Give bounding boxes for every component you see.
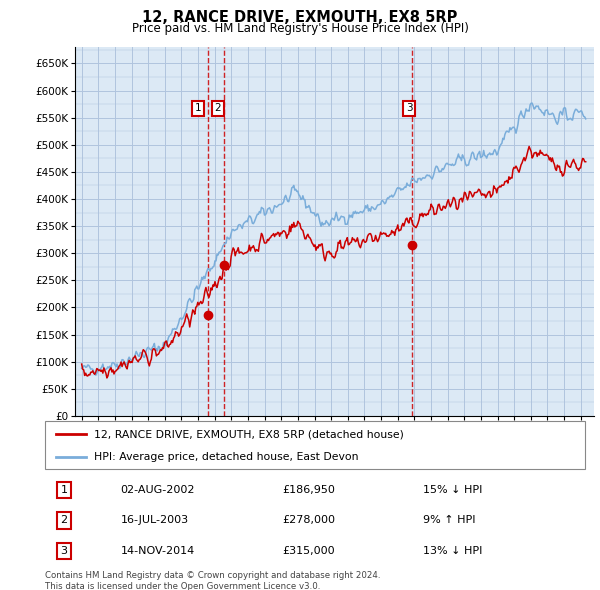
Text: 12, RANCE DRIVE, EXMOUTH, EX8 5RP (detached house): 12, RANCE DRIVE, EXMOUTH, EX8 5RP (detac… (94, 429, 403, 439)
Text: £186,950: £186,950 (283, 486, 335, 495)
Text: 14-NOV-2014: 14-NOV-2014 (121, 546, 195, 556)
Text: Contains HM Land Registry data © Crown copyright and database right 2024.
This d: Contains HM Land Registry data © Crown c… (45, 571, 380, 590)
Text: 2: 2 (61, 516, 67, 526)
Text: 2: 2 (215, 103, 221, 113)
Text: 1: 1 (61, 486, 67, 495)
Text: 3: 3 (61, 546, 67, 556)
Text: Price paid vs. HM Land Registry's House Price Index (HPI): Price paid vs. HM Land Registry's House … (131, 22, 469, 35)
Text: £315,000: £315,000 (283, 546, 335, 556)
FancyBboxPatch shape (45, 421, 585, 469)
Text: 15% ↓ HPI: 15% ↓ HPI (423, 486, 482, 495)
Text: £278,000: £278,000 (283, 516, 335, 526)
Text: HPI: Average price, detached house, East Devon: HPI: Average price, detached house, East… (94, 452, 358, 462)
Text: 16-JUL-2003: 16-JUL-2003 (121, 516, 189, 526)
Text: 12, RANCE DRIVE, EXMOUTH, EX8 5RP: 12, RANCE DRIVE, EXMOUTH, EX8 5RP (142, 10, 458, 25)
Text: 9% ↑ HPI: 9% ↑ HPI (423, 516, 476, 526)
Text: 02-AUG-2002: 02-AUG-2002 (121, 486, 195, 495)
Text: 3: 3 (406, 103, 413, 113)
Text: 1: 1 (195, 103, 202, 113)
Text: 13% ↓ HPI: 13% ↓ HPI (423, 546, 482, 556)
